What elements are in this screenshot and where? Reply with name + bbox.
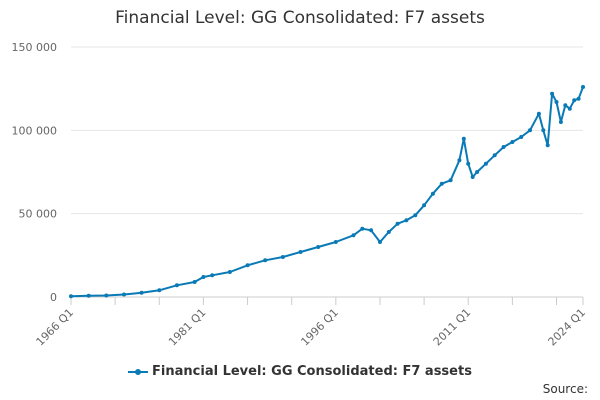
data-point xyxy=(567,106,572,111)
data-point xyxy=(378,240,382,244)
data-point xyxy=(104,293,109,298)
data-point xyxy=(404,218,409,223)
y-tick-label: 0 xyxy=(50,291,57,304)
data-point xyxy=(528,128,532,133)
data-point xyxy=(210,273,215,278)
y-tick-label: 50 000 xyxy=(19,208,58,221)
series-line xyxy=(69,85,585,299)
data-point xyxy=(581,85,585,89)
data-point xyxy=(139,290,144,295)
data-point xyxy=(550,91,555,96)
x-tick-label: 2011 Q1 xyxy=(431,306,474,349)
x-axis: 1966 Q1 1981 Q1 1996 Q1 2011 Q1 2024 Q1 xyxy=(34,297,589,349)
data-point xyxy=(470,175,475,179)
data-point xyxy=(492,153,497,158)
data-point xyxy=(461,136,466,141)
data-point xyxy=(483,161,488,166)
y-tick-label: 150 000 xyxy=(12,41,58,54)
source-label: Source: xyxy=(542,382,588,396)
data-point xyxy=(413,213,418,218)
legend[interactable]: Financial Level: GG Consolidated: F7 ass… xyxy=(0,364,600,379)
data-point xyxy=(475,170,480,174)
x-tick-label: 1966 Q1 xyxy=(34,306,77,349)
data-point xyxy=(122,292,126,297)
data-point xyxy=(333,240,338,244)
data-point xyxy=(448,178,453,183)
data-point xyxy=(245,263,250,268)
legend-marker-icon xyxy=(128,367,149,377)
data-point xyxy=(536,111,541,116)
data-point xyxy=(174,283,179,288)
data-point xyxy=(316,245,321,249)
x-tick-label: 2024 Q1 xyxy=(546,306,589,349)
data-point xyxy=(157,288,162,293)
data-point xyxy=(430,191,435,196)
data-point xyxy=(86,293,91,298)
data-point xyxy=(192,280,197,284)
data-point xyxy=(369,228,374,233)
data-point xyxy=(386,230,391,234)
data-point xyxy=(360,226,365,231)
data-point xyxy=(395,221,400,226)
data-point xyxy=(227,270,232,274)
gridlines xyxy=(71,46,583,298)
data-point xyxy=(510,140,515,144)
y-tick-label: 100 000 xyxy=(12,124,58,137)
data-point xyxy=(554,100,559,104)
legend-label: Financial Level: GG Consolidated: F7 ass… xyxy=(152,364,472,379)
data-point xyxy=(422,203,427,208)
data-point xyxy=(501,145,506,149)
data-point xyxy=(298,250,303,254)
data-point xyxy=(439,181,444,186)
data-point xyxy=(280,255,285,259)
data-point xyxy=(572,98,577,103)
chart-title: Financial Level: GG Consolidated: F7 ass… xyxy=(115,8,485,28)
y-axis: 0 50 000 100 000 150 000 xyxy=(12,41,58,304)
data-point xyxy=(457,158,462,163)
data-point xyxy=(69,294,73,299)
data-point xyxy=(351,233,356,238)
series-path xyxy=(70,86,584,298)
data-point xyxy=(519,135,524,139)
data-point xyxy=(576,96,581,101)
x-tick-label: 1981 Q1 xyxy=(166,306,209,349)
data-point xyxy=(541,128,546,133)
data-point xyxy=(563,103,568,108)
data-point xyxy=(466,161,471,166)
data-point xyxy=(558,120,563,124)
x-tick-label: 1996 Q1 xyxy=(298,306,341,349)
data-point xyxy=(201,275,206,279)
data-point xyxy=(545,143,550,148)
data-point xyxy=(263,258,268,263)
